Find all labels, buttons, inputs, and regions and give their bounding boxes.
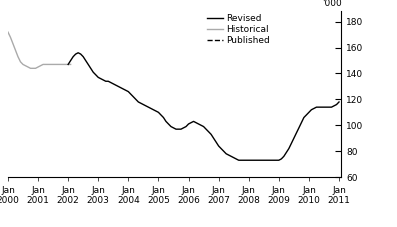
Legend: Revised, Historical, Published: Revised, Historical, Published <box>206 14 270 45</box>
Text: '000: '000 <box>322 0 341 8</box>
